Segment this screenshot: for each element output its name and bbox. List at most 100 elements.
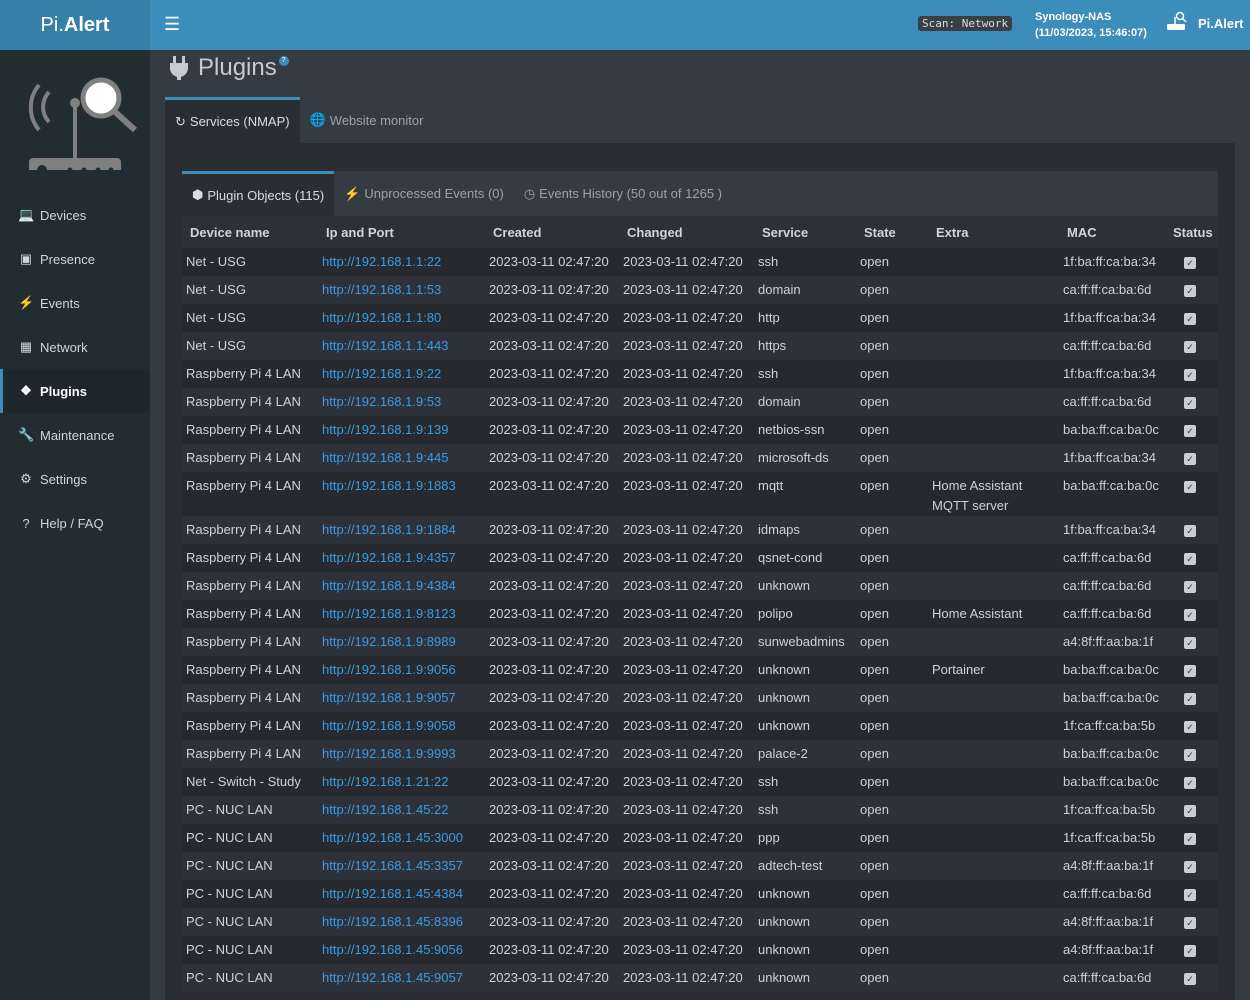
column-header[interactable]: State [856,216,928,248]
ip-port-link[interactable]: http://192.168.1.45:9056 [322,942,463,957]
ip-port-link[interactable]: http://192.168.1.9:9057 [322,690,456,705]
cell-status: ✓ [1165,444,1218,472]
status-checkbox[interactable]: ✓ [1184,609,1196,621]
status-checkbox[interactable]: ✓ [1184,481,1196,493]
status-checkbox[interactable]: ✓ [1184,637,1196,649]
plugins-box: ↻ Services (NMAP) 🌐 Website monitor ⬢ Plugi… [165,97,1235,1000]
ip-port-link[interactable]: http://192.168.1.9:1884 [322,522,456,537]
status-checkbox[interactable]: ✓ [1184,693,1196,705]
status-checkbox[interactable]: ✓ [1184,257,1196,269]
ip-port-link[interactable]: http://192.168.1.45:22 [322,802,449,817]
column-header[interactable]: Changed [619,216,754,248]
cell-created: 2023-03-11 02:47:20 [485,740,619,768]
sidebar-item-presence[interactable]: ▣ Presence [19,251,95,267]
cell-service: qsnet-cond [754,544,856,572]
ip-port-link[interactable]: http://192.168.1.21:22 [322,774,449,789]
status-checkbox[interactable]: ✓ [1184,425,1196,437]
status-checkbox[interactable]: ✓ [1184,341,1196,353]
status-checkbox[interactable]: ✓ [1184,861,1196,873]
status-checkbox[interactable]: ✓ [1184,453,1196,465]
status-checkbox[interactable]: ✓ [1184,945,1196,957]
status-checkbox[interactable]: ✓ [1184,525,1196,537]
status-checkbox[interactable]: ✓ [1184,749,1196,761]
status-checkbox[interactable]: ✓ [1184,721,1196,733]
status-checkbox[interactable]: ✓ [1184,917,1196,929]
status-checkbox[interactable]: ✓ [1184,285,1196,297]
ip-port-link[interactable]: http://192.168.1.9:4384 [322,578,456,593]
cell-ip-port: http://192.168.1.9:1883 [318,472,485,516]
ip-port-link[interactable]: http://192.168.1.45:8396 [322,914,463,929]
column-header[interactable]: MAC [1059,216,1165,248]
status-checkbox[interactable]: ✓ [1184,665,1196,677]
sidebar-item-help[interactable]: ? Help / FAQ [0,501,150,545]
ip-port-link[interactable]: http://192.168.1.9:9058 [322,718,456,733]
ip-port-link[interactable]: http://192.168.1.9:9993 [322,746,456,761]
cell-extra [928,936,1059,964]
status-checkbox[interactable]: ✓ [1184,889,1196,901]
tab-unprocessed-events[interactable]: ⚡ Unprocessed Events (0) [344,185,504,202]
column-header[interactable]: Created [485,216,619,248]
status-checkbox[interactable]: ✓ [1184,581,1196,593]
ip-port-link[interactable]: http://192.168.1.1:53 [322,282,442,297]
cell-service: netbios-ssn [754,416,856,444]
column-header[interactable]: Ip and Port [318,216,485,248]
sidebar-item-maintenance[interactable]: 🔧 Maintenance [18,427,115,443]
cell-ip-port: http://192.168.1.9:8989 [318,628,485,656]
cell-device-name: Net - USG [182,276,318,304]
cell-service: sunwebadmins [754,628,856,656]
brand-logo[interactable]: Pi.Alert [0,0,150,50]
cell-ip-port: http://192.168.1.1:80 [318,304,485,332]
column-header[interactable]: Service [754,216,856,248]
ip-port-link[interactable]: http://192.168.1.9:8123 [322,606,456,621]
page-title: Plugins ? [170,54,289,82]
status-checkbox[interactable]: ✓ [1184,313,1196,325]
ip-port-link[interactable]: http://192.168.1.9:4357 [322,550,456,565]
status-checkbox[interactable]: ✓ [1184,973,1196,985]
ip-port-link[interactable]: http://192.168.1.45:9057 [322,970,463,985]
sidebar-item-plugins[interactable]: ❖ Plugins [0,369,150,413]
column-header[interactable]: Extra [928,216,1059,248]
tab-website-monitor[interactable]: 🌐 Website monitor [309,112,424,128]
cell-mac: a4:8f:ff:aa:ba:1f [1059,628,1165,656]
sidebar-item-events[interactable]: ⚡ Events [18,295,80,311]
tab-plugin-objects[interactable]: ⬢ Plugin Objects (115) [182,171,335,216]
cell-mac: ba:ba:ff:ca:ba:0c [1059,768,1165,796]
status-checkbox[interactable]: ✓ [1184,805,1196,817]
ip-port-link[interactable]: http://192.168.1.9:53 [322,394,442,409]
ip-port-link[interactable]: http://192.168.1.9:139 [322,422,449,437]
ip-port-link[interactable]: http://192.168.1.9:22 [322,366,442,381]
sidebar-item-network[interactable]: ▦ Network [19,339,88,355]
column-header[interactable]: Status [1165,216,1218,248]
cell-status: ✓ [1165,796,1218,824]
column-header[interactable]: Device name [182,216,318,248]
tab-events-history[interactable]: ◷ Events History (50 out of 1265 ) [523,185,722,202]
cell-created: 2023-03-11 02:47:20 [485,796,619,824]
cell-status: ✓ [1165,936,1218,964]
user-menu[interactable]: Pi.Alert [1198,16,1244,31]
ip-port-link[interactable]: http://192.168.1.45:4384 [322,886,463,901]
status-checkbox[interactable]: ✓ [1184,833,1196,845]
status-checkbox[interactable]: ✓ [1184,369,1196,381]
ip-port-link[interactable]: http://192.168.1.9:445 [322,450,449,465]
ip-port-link[interactable]: http://192.168.1.9:9056 [322,662,456,677]
status-checkbox[interactable]: ✓ [1184,553,1196,565]
cell-created: 2023-03-11 02:47:20 [485,964,619,992]
table-row: Raspberry Pi 4 LAN http://192.168.1.9:53 2… [182,388,1218,416]
status-checkbox[interactable]: ✓ [1184,397,1196,409]
cell-state: open [856,908,928,936]
ip-port-link[interactable]: http://192.168.1.45:3000 [322,830,463,845]
ip-port-link[interactable]: http://192.168.1.9:1883 [322,478,456,493]
sidebar-item-devices[interactable]: 💻 Devices [18,207,87,223]
help-icon[interactable]: ? [278,56,289,66]
cell-mac: ca:ff:ff:ca:ba:6d [1059,332,1165,360]
cell-created: 2023-03-11 02:47:20 [485,572,619,600]
ip-port-link[interactable]: http://192.168.1.1:22 [322,254,442,269]
sidebar-item-settings[interactable]: ⚙ Settings [0,457,150,501]
status-checkbox[interactable]: ✓ [1184,777,1196,789]
ip-port-link[interactable]: http://192.168.1.1:80 [322,310,442,325]
sidebar-toggle-icon[interactable]: ☰ [164,14,181,34]
ip-port-link[interactable]: http://192.168.1.1:443 [322,338,449,353]
ip-port-link[interactable]: http://192.168.1.45:3357 [322,858,463,873]
tab-services-nmap[interactable]: ↻ Services (NMAP) [165,97,300,143]
ip-port-link[interactable]: http://192.168.1.9:8989 [322,634,456,649]
